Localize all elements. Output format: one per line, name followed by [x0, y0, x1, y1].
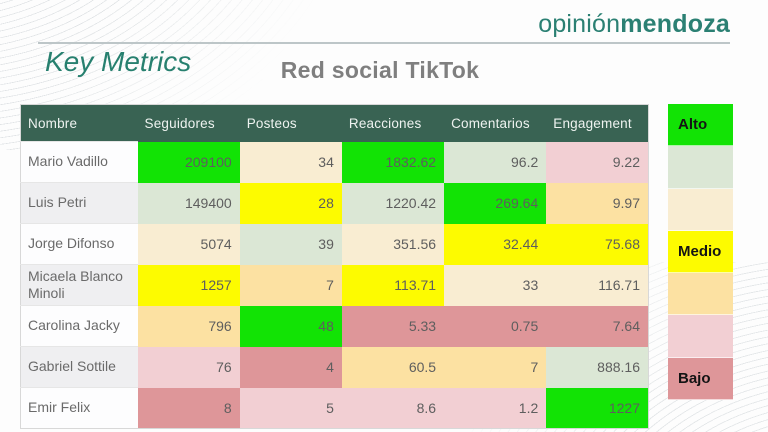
- metric-cell: 149400: [137, 182, 240, 224]
- table-row: Emir Felix 8 5 8.6 1.2 1227: [20, 387, 649, 429]
- table-row: Jorge Difonso 5074 39 351.56 32.44 75.68: [20, 223, 649, 265]
- metric-cell: 8: [137, 387, 240, 429]
- row-name: Micaela Blanco Minoli: [20, 264, 138, 306]
- metric-cell: 116.71: [546, 264, 649, 306]
- column-header-engagement: Engagement: [546, 104, 649, 142]
- metric-cell: 75.68: [546, 223, 649, 265]
- metric-cell: 113.71: [341, 264, 445, 306]
- table-row: Carolina Jacky 796 48 5.33 0.75 7.64: [20, 305, 649, 347]
- legend-label: Bajo: [678, 369, 711, 387]
- metric-cell: 32.44: [444, 223, 547, 265]
- legend-block: [668, 146, 733, 189]
- column-header-nombre: Nombre: [20, 104, 138, 142]
- metric-cell: 4: [239, 346, 342, 388]
- metric-cell: 9.22: [546, 141, 649, 183]
- metric-cell: 5: [239, 387, 342, 429]
- metric-cell: 34: [239, 141, 342, 183]
- metric-cell: 39: [239, 223, 342, 265]
- metrics-table-header-row: Nombre Seguidores Posteos Reacciones Comenta…: [20, 104, 649, 142]
- metric-cell: 7: [239, 264, 342, 306]
- metric-cell: 1832.62: [341, 141, 445, 183]
- metric-cell: 0.75: [444, 305, 547, 347]
- metric-cell: 28: [239, 182, 342, 224]
- metric-cell: 796: [137, 305, 240, 347]
- metric-cell: 1227: [546, 387, 649, 429]
- row-name: Carolina Jacky: [20, 305, 138, 347]
- metrics-table: Nombre Seguidores Posteos Reacciones Comenta…: [20, 104, 649, 429]
- slide-title: Red social TikTok: [280, 57, 480, 83]
- table-row: Mario Vadillo 209100 34 1832.62 96.2 9.22: [20, 141, 649, 183]
- metric-cell: 60.5: [341, 346, 445, 388]
- table-row: Luis Petri 149400 28 1220.42 269.64 9.97: [20, 182, 649, 224]
- row-name: Jorge Difonso: [20, 223, 138, 265]
- legend-label: Medio: [678, 242, 722, 260]
- metric-cell: 1220.42: [341, 182, 445, 224]
- legend-label: Alto: [678, 116, 708, 134]
- legend-block-bajo: Bajo: [668, 357, 733, 400]
- scale-legend: Alto Medio Bajo: [668, 104, 733, 400]
- table-row: Gabriel Sottile 76 4 60.5 7 888.16: [20, 346, 649, 388]
- legend-block-alto: Alto: [668, 104, 733, 147]
- column-header-comentarios: Comentarios: [444, 104, 547, 142]
- metric-cell: 5074: [137, 223, 240, 265]
- metric-cell: 8.6: [341, 387, 445, 429]
- metric-cell: 33: [444, 264, 547, 306]
- metric-cell: 1257: [137, 264, 240, 306]
- legend-block: [668, 273, 733, 316]
- header-divider: [38, 42, 730, 44]
- column-header-reacciones: Reacciones: [341, 104, 445, 142]
- metric-cell: 76: [137, 346, 240, 388]
- legend-block: [668, 315, 733, 358]
- metric-cell: 96.2: [444, 141, 547, 183]
- metric-cell: 888.16: [546, 346, 649, 388]
- metric-cell: 351.56: [341, 223, 445, 265]
- legend-block-medio: Medio: [668, 230, 733, 274]
- row-name: Mario Vadillo: [20, 141, 138, 183]
- slide-kicker: Key Metrics: [45, 46, 192, 77]
- metric-cell: 48: [239, 305, 342, 347]
- metric-cell: 5.33: [341, 305, 445, 347]
- metric-cell: 9.97: [546, 182, 649, 224]
- brand-logo: opiniónmendoza: [538, 10, 730, 39]
- brand-logo-bold: mendoza: [620, 10, 730, 38]
- metric-cell: 7: [444, 346, 547, 388]
- row-name: Emir Felix: [20, 387, 138, 429]
- table-row: Micaela Blanco Minoli 1257 7 113.71 33 116.71: [20, 264, 649, 306]
- brand-logo-regular: opinión: [538, 10, 621, 38]
- metric-cell: 7.64: [546, 305, 649, 347]
- metric-cell: 269.64: [444, 182, 547, 224]
- row-name: Luis Petri: [20, 182, 138, 224]
- metric-cell: 1.2: [444, 387, 547, 429]
- column-header-seguidores: Seguidores: [137, 104, 240, 142]
- metric-cell: 209100: [137, 141, 240, 183]
- legend-block: [668, 188, 733, 231]
- column-header-posteos: Posteos: [239, 104, 342, 142]
- row-name: Gabriel Sottile: [20, 346, 138, 388]
